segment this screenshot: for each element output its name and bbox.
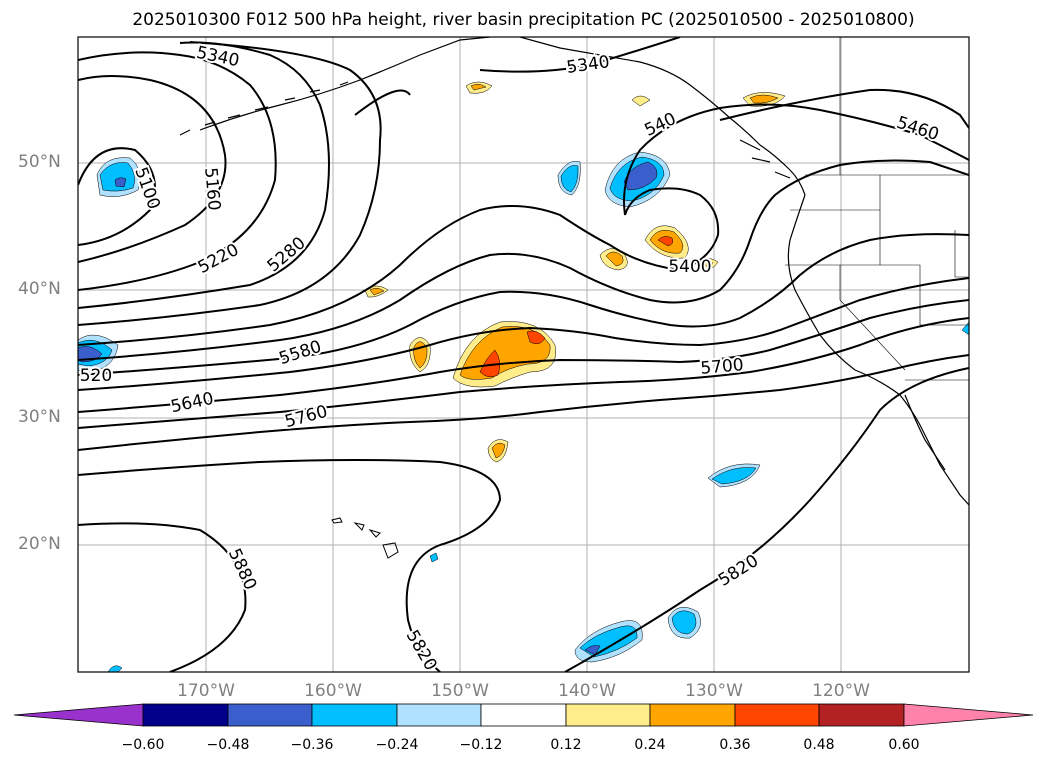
- contour-label: 520: [80, 366, 112, 386]
- height-contours: [78, 37, 969, 672]
- contour-5280: [78, 41, 330, 309]
- contour-5220: [78, 51, 277, 291]
- contour-5400: [78, 103, 969, 346]
- colorbar-tick: 0.24: [634, 737, 666, 753]
- bc-islands: [739, 139, 791, 179]
- colorbar-tick: −0.60: [121, 737, 165, 753]
- colorbar-tick: −0.24: [375, 737, 419, 753]
- colorbar-tick: −0.36: [290, 737, 334, 753]
- gridlines: [78, 37, 969, 672]
- contour-label: 5880: [224, 546, 260, 594]
- map-frame: [77, 36, 970, 673]
- contour-label: 5220: [195, 240, 243, 278]
- contour-label: 5280: [264, 233, 310, 276]
- colorbar-tick: 0.36: [719, 737, 751, 753]
- contour-5160: [78, 75, 227, 263]
- lon-label-150w: 150°W: [431, 681, 489, 701]
- colorbar-tick: 0.12: [550, 737, 582, 753]
- colorbar-tick: −0.12: [459, 737, 503, 753]
- precip-blob-dot: [429, 552, 439, 563]
- contour-5700: [78, 317, 969, 429]
- lat-label-40n: 40°N: [18, 279, 61, 299]
- colorbar-extend-high: [903, 703, 1034, 727]
- colorbar-bin: [480, 703, 567, 727]
- colorbar-bin: [311, 703, 398, 727]
- colorbar-bin: [565, 703, 651, 727]
- contour-5640: [78, 299, 969, 413]
- lon-label-170w: 170°W: [177, 681, 235, 701]
- colorbar-bin: [649, 703, 736, 727]
- colorbar-bin: [734, 703, 820, 727]
- colorbar: [13, 703, 1034, 727]
- contour-label: 5580: [277, 337, 324, 369]
- lon-label-120w: 120°W: [812, 681, 870, 701]
- colorbar-tick: 0.48: [803, 737, 835, 753]
- contour-label: 5700: [700, 355, 745, 379]
- colorbar-bin: [818, 703, 905, 727]
- contour-label: 5820: [715, 551, 762, 591]
- colorbar-extend-low: [13, 703, 144, 727]
- contour-5520: [78, 233, 969, 376]
- contour-5340: [78, 37, 681, 326]
- lon-label-140w: 140°W: [558, 681, 616, 701]
- map-title: 2025010300 F012 500 hPa height, river ba…: [132, 10, 915, 30]
- contour-5460: [78, 88, 969, 361]
- colorbar-bin: [142, 703, 229, 727]
- contour-label: 5400: [668, 257, 711, 277]
- aleutians: [179, 81, 349, 136]
- lat-label-30n: 30°N: [18, 407, 61, 427]
- west-coast: [787, 194, 969, 506]
- lon-label-160w: 160°W: [304, 681, 362, 701]
- contour-label: 5820: [402, 627, 441, 674]
- contour-5760: [78, 354, 969, 451]
- alaska-coast: [199, 37, 806, 196]
- contour-label: 5460: [894, 113, 941, 145]
- contour-5820: [78, 367, 969, 672]
- contour-label: 540: [641, 109, 679, 141]
- colorbar-tick: 0.60: [888, 737, 920, 753]
- contour-label: 5340: [565, 52, 611, 78]
- colorbar-tick: −0.48: [206, 737, 250, 753]
- contour-5580: [78, 277, 969, 391]
- lat-label-50n: 50°N: [18, 152, 61, 172]
- contour-5100: [78, 147, 156, 246]
- contour-label: 5160: [200, 167, 224, 212]
- colorbar-bin: [396, 703, 482, 727]
- lat-label-20n: 20°N: [18, 534, 61, 554]
- state-borders: [785, 37, 969, 381]
- contour-5880: [78, 522, 247, 672]
- colorbar-bin: [227, 703, 313, 727]
- coastlines: [179, 37, 969, 506]
- precip-blob-corner: [107, 665, 123, 672]
- precip-blob-ak-2: [631, 95, 651, 107]
- contour-label: 5640: [169, 389, 215, 418]
- baja: [904, 394, 946, 471]
- lon-label-130w: 130°W: [685, 681, 743, 701]
- hawaii-islands: [331, 517, 399, 559]
